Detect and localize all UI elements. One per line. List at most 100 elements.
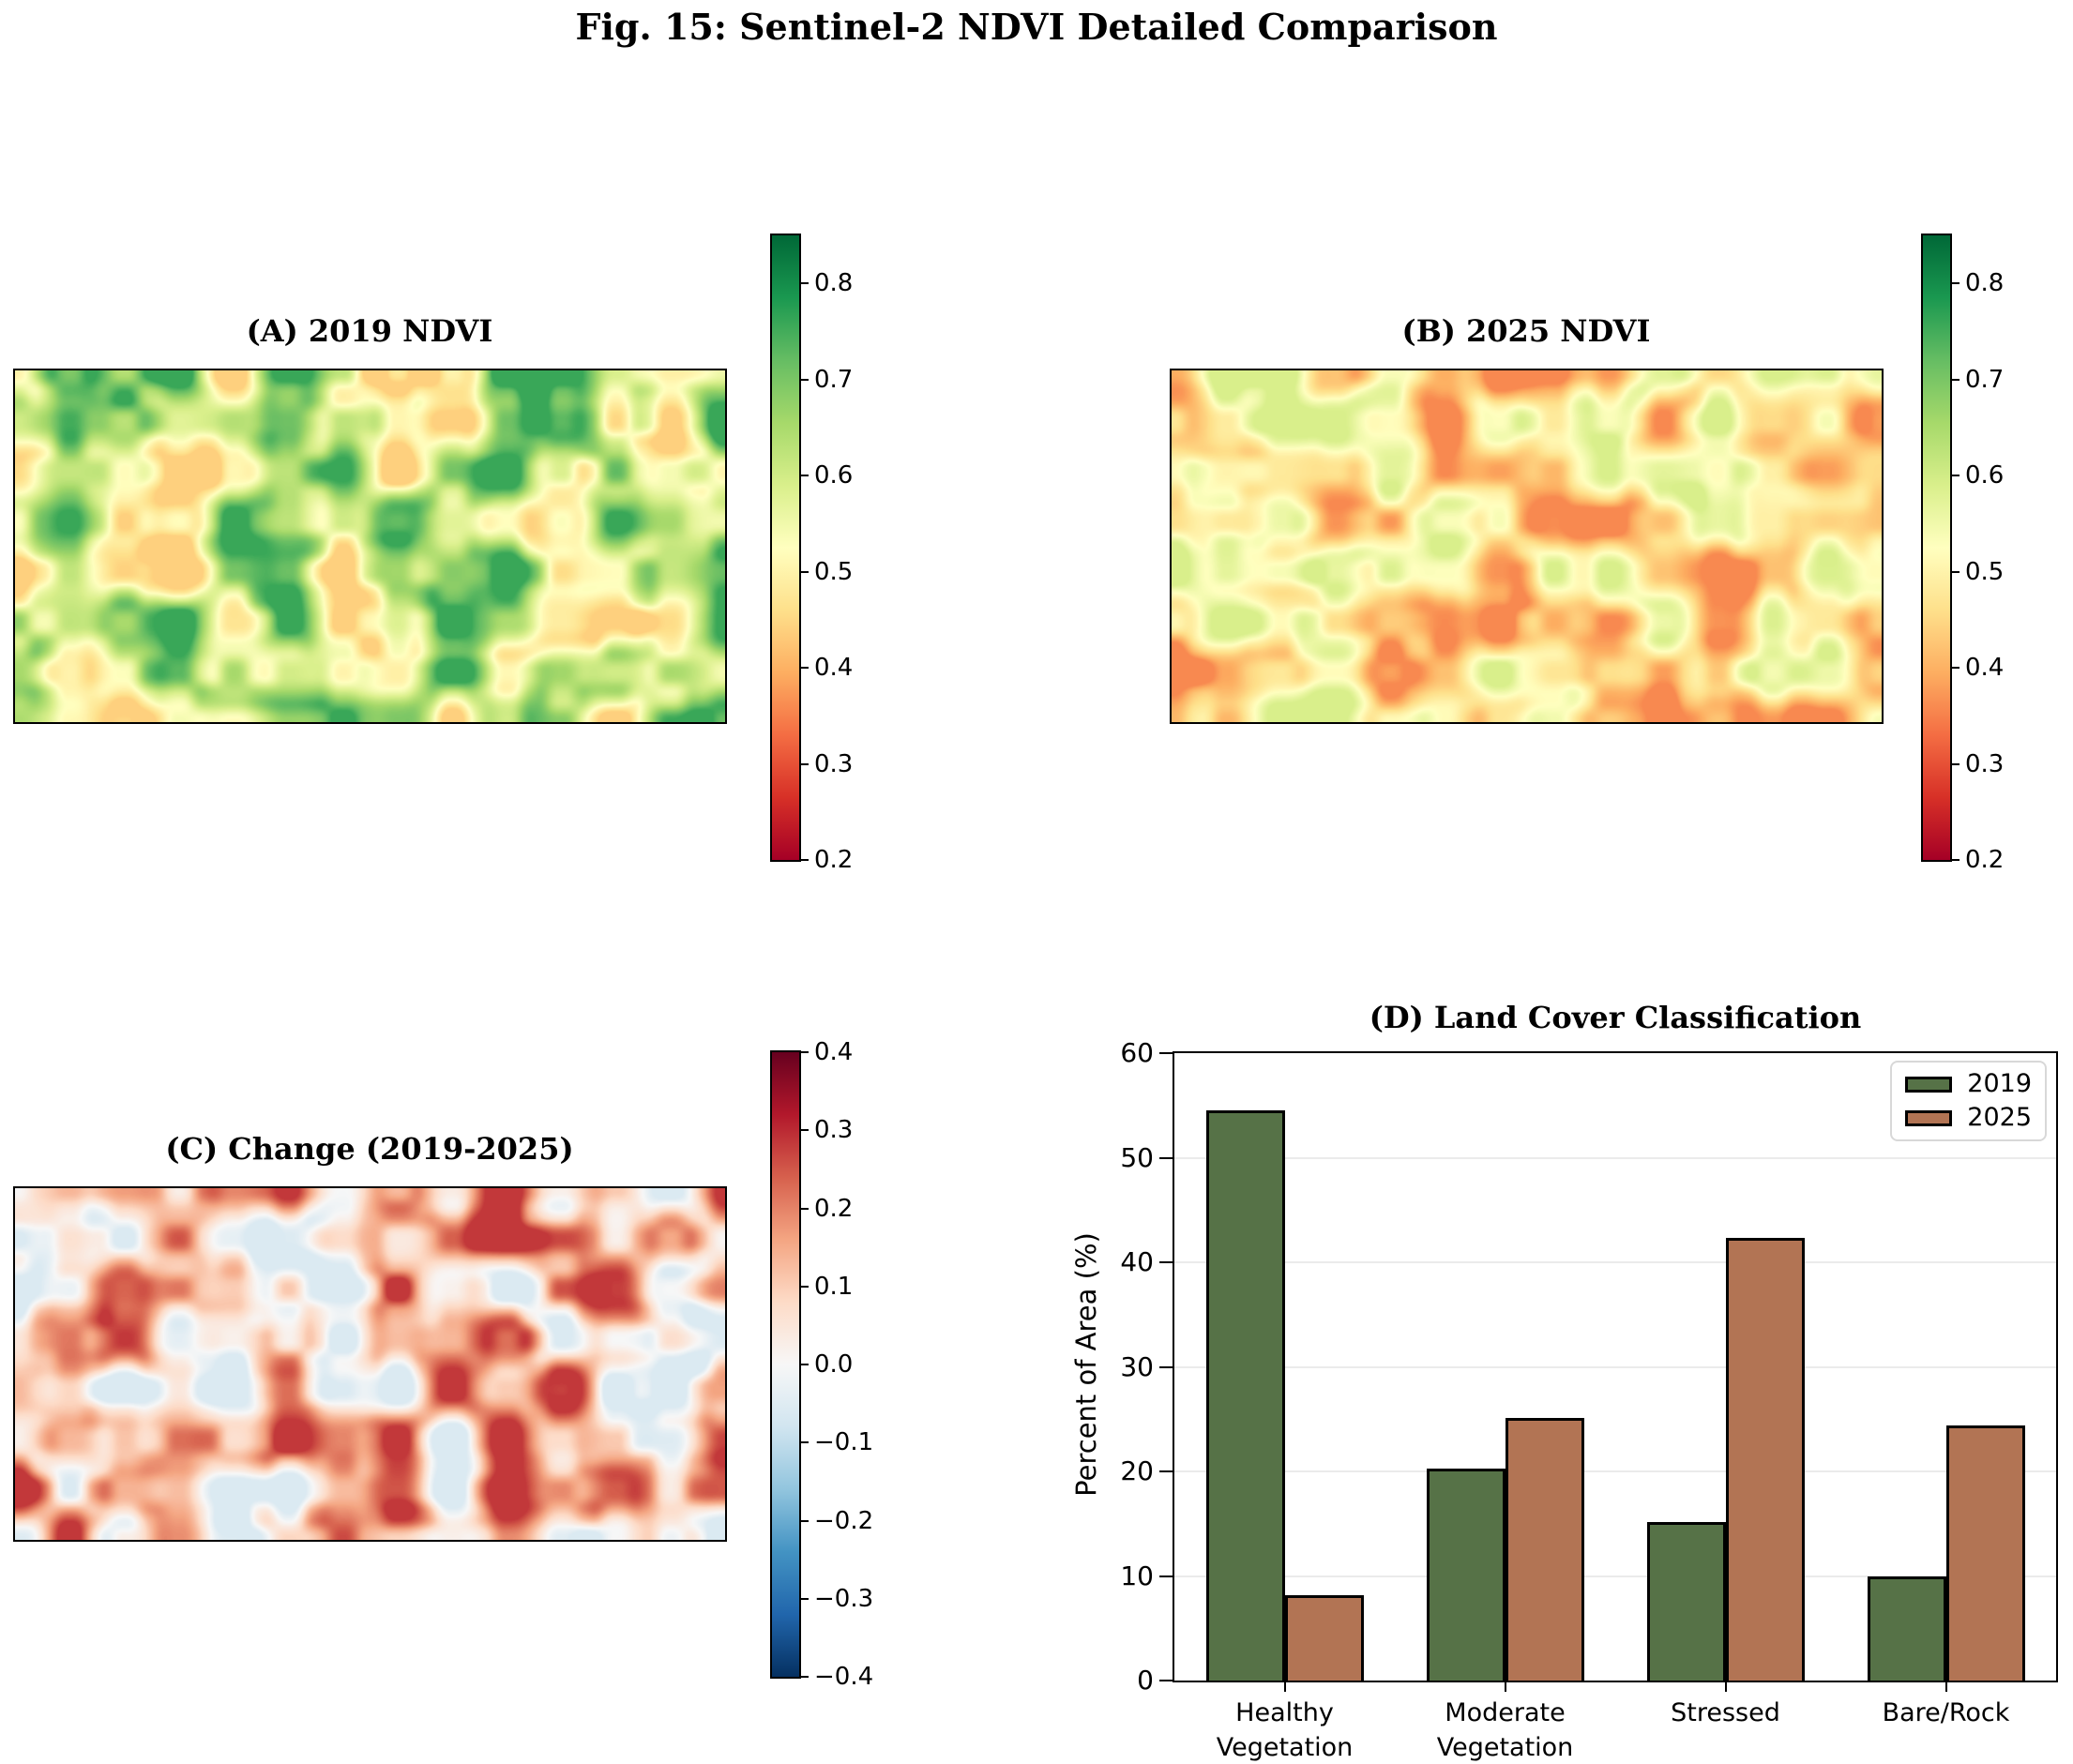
bar-2019-1 [1426, 1468, 1506, 1681]
colorbar-tick-label: 0.7 [1965, 365, 2005, 394]
heatmap-ndvi-change [13, 1186, 727, 1542]
colorbar-tick-mark [799, 1441, 809, 1444]
bar-2019-3 [1867, 1576, 1946, 1681]
y-tick-mark-0 [1159, 1680, 1173, 1681]
y-tick-mark-50 [1159, 1156, 1173, 1159]
legend-swatch-2025 [1905, 1109, 1953, 1126]
colorbar-tick-mark [799, 570, 809, 573]
colorbar-tick-label: 0.5 [1965, 557, 2005, 586]
colorbar-tick-label: 0.8 [814, 269, 854, 298]
colorbar-tick-mark [1950, 667, 1960, 670]
colorbar-tick-label: 0.3 [814, 1116, 854, 1145]
legend-item-2019: 2019 [1905, 1071, 2032, 1097]
colorbar-tick-mark [799, 1285, 809, 1288]
y-tick-mark-10 [1159, 1575, 1173, 1577]
heatmap-2019-ndvi [13, 369, 727, 724]
colorbar-tick-label: −0.4 [814, 1663, 874, 1691]
colorbar-ndvi-2025: 0.8 0.7 0.6 0.5 0.4 0.3 0.2 [1921, 234, 2004, 872]
y-tick-mark-30 [1159, 1365, 1173, 1368]
colorbar-tick-label: 0.4 [814, 1038, 854, 1066]
colorbar-tick-label: −0.3 [814, 1584, 874, 1613]
colorbar-tick-label: 0.5 [814, 557, 854, 586]
colorbar-tick-mark [1950, 859, 1960, 861]
panel-d-title: (D) Land Cover Classification [1369, 1000, 1862, 1035]
colorbar-tick-label: 0.6 [1965, 461, 2005, 490]
gridline-y-40 [1174, 1261, 2056, 1263]
colorbar-tick-mark [799, 859, 809, 861]
legend: 2019 2025 [1890, 1061, 2047, 1141]
colorbar-tick-mark [799, 378, 809, 381]
x-tick-mark-2 [1724, 1681, 1727, 1692]
bar-2025-3 [1945, 1425, 2025, 1681]
colorbar-tick-label: −0.1 [814, 1428, 874, 1457]
colorbar-tick-label: 0.6 [814, 461, 854, 490]
legend-item-2025: 2025 [1905, 1105, 2032, 1131]
y-tick-label-20: 20 [1120, 1455, 1154, 1486]
y-tick-label-10: 10 [1120, 1560, 1154, 1591]
panel-b-title: (B) 2025 NDVI [1401, 313, 1651, 349]
colorbar-tick-label: 0.4 [1965, 654, 2005, 683]
gridline-y-10 [1174, 1575, 2056, 1577]
colorbar-tick-mark [1950, 475, 1960, 477]
y-tick-mark-20 [1159, 1470, 1173, 1472]
colorbar-tick-label: 0.1 [814, 1272, 854, 1301]
colorbar-tick-label: −0.2 [814, 1506, 874, 1535]
colorbar-ndvi-change: 0.4 0.3 0.2 0.1 0.0 −0.1 −0.2 −0.3 −0.4 [770, 1040, 873, 1689]
colorbar-tick-mark [799, 282, 809, 285]
bar-chart-axes: 2019 2025 0 10 20 30 40 50 60 Healthy Vegetatio… [1120, 1040, 2058, 1762]
colorbar-tick-mark [1950, 570, 1960, 573]
legend-label-2019: 2019 [1967, 1069, 2032, 1098]
colorbar-tick-label: 0.2 [814, 846, 854, 874]
colorbar-tick-mark [799, 1676, 809, 1678]
colorbar-tick-label: 0.4 [814, 654, 854, 683]
colorbar-tick-label: 0.0 [814, 1350, 854, 1379]
legend-swatch-2019 [1905, 1076, 1953, 1093]
colorbar-tick-mark [799, 1207, 809, 1210]
x-tick-label-1: Moderate Vegetation [1436, 1698, 1574, 1762]
x-tick-label-3: Bare/Rock [1882, 1698, 2010, 1727]
colorbar-tick-mark [799, 1519, 809, 1522]
colorbar-tick-mark [799, 762, 809, 765]
heatmap-2025-ndvi [1170, 369, 1884, 724]
colorbar-tick-mark [799, 1597, 809, 1600]
colorbar-tick-mark [799, 475, 809, 477]
y-tick-label-60: 60 [1120, 1037, 1154, 1068]
colorbar-tick-label: 0.3 [1965, 749, 2005, 778]
x-tick-mark-1 [1504, 1681, 1506, 1692]
gridline-y-20 [1174, 1470, 2056, 1472]
bar-2025-1 [1505, 1418, 1584, 1681]
panel-c-title: (C) Change (2019-2025) [165, 1131, 574, 1167]
bar-2019-2 [1646, 1521, 1726, 1681]
colorbar-tick-mark [1950, 282, 1960, 285]
y-tick-label-0: 0 [1137, 1665, 1154, 1696]
bar-2025-2 [1725, 1238, 1805, 1681]
x-tick-mark-3 [1944, 1681, 1947, 1692]
colorbar-tick-label: 0.2 [1965, 846, 2005, 874]
y-tick-mark-40 [1159, 1261, 1173, 1263]
y-tick-mark-60 [1159, 1052, 1173, 1054]
panel-a-title: (A) 2019 NDVI [246, 313, 493, 349]
bar-2019-0 [1205, 1110, 1285, 1681]
y-tick-label-50: 50 [1120, 1141, 1154, 1173]
gridline-y-30 [1174, 1365, 2056, 1368]
colorbar-tick-label: 0.7 [814, 365, 854, 394]
colorbar-ndvi-2019: 0.8 0.7 0.6 0.5 0.4 0.3 0.2 [770, 234, 853, 872]
figure-title: Fig. 15: Sentinel-2 NDVI Detailed Compar… [575, 6, 1498, 48]
colorbar-tick-label: 0.3 [814, 749, 854, 778]
x-tick-label-2: Stressed [1671, 1698, 1780, 1727]
colorbar-tick-mark [1950, 762, 1960, 765]
colorbar-tick-mark [799, 1129, 809, 1132]
x-tick-label-0: Healthy Vegetation [1216, 1698, 1354, 1762]
gridline-y-50 [1174, 1156, 2056, 1159]
colorbar-tick-label: 0.8 [1965, 269, 2005, 298]
colorbar-tick-mark [1950, 378, 1960, 381]
y-tick-label-40: 40 [1120, 1246, 1154, 1277]
x-tick-mark-0 [1283, 1681, 1286, 1692]
colorbar-tick-mark [799, 667, 809, 670]
colorbar-tick-label: 0.2 [814, 1194, 854, 1223]
legend-label-2025: 2025 [1967, 1103, 2032, 1132]
colorbar-tick-mark [799, 1364, 809, 1365]
colorbar-tick-mark [799, 1051, 809, 1053]
bar-2025-0 [1284, 1594, 1364, 1681]
